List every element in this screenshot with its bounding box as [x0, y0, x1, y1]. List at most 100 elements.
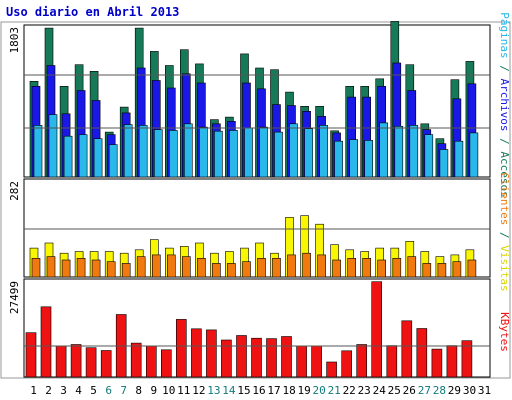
bar-kbytes-day-4 [70, 344, 82, 378]
series-label-part: / [498, 59, 511, 79]
bar-páginas-day-6 [108, 144, 118, 178]
bar-clientes-day-12 [197, 257, 206, 278]
x-tick-label-day-16: 16 [252, 384, 265, 397]
series-label-part: / [498, 225, 511, 245]
bar-kbytes-day-8 [130, 342, 142, 378]
bar-clientes-day-28 [437, 263, 447, 278]
x-tick-label-day-21: 21 [328, 384, 341, 397]
bar-clientes-day-6 [106, 261, 116, 278]
bar-páginas-day-3 [63, 135, 73, 178]
series-label-part: Archivos [498, 79, 511, 132]
bar-kbytes-day-13 [206, 329, 217, 378]
x-tick-label-day-8: 8 [135, 384, 142, 397]
bar-kbytes-day-11 [176, 319, 187, 378]
bar-clientes-day-20 [317, 254, 326, 278]
x-tick-label-day-7: 7 [120, 384, 127, 397]
series-label-part: / [498, 131, 511, 151]
bar-páginas-day-17 [274, 131, 283, 178]
bar-kbytes-day-25 [386, 345, 398, 378]
bar-páginas-day-21 [334, 140, 343, 178]
y-max-label: 27499 [8, 281, 21, 314]
bar-kbytes-day-12 [191, 328, 202, 378]
x-tick-label-day-13: 13 [207, 384, 220, 397]
bar-páginas-day-26 [409, 125, 419, 178]
bar-páginas-day-12 [199, 126, 208, 178]
bar-páginas-day-20 [319, 125, 328, 178]
series-axis-label: KBytes [498, 312, 511, 352]
x-tick-label-day-15: 15 [237, 384, 250, 397]
x-tick-label-day-29: 29 [448, 384, 461, 397]
bar-páginas-day-2 [48, 114, 58, 178]
bar-páginas-day-7 [123, 124, 133, 178]
bar-kbytes-day-17 [266, 338, 277, 378]
x-tick-label-day-1: 1 [30, 384, 37, 397]
series-label-part: KBytes [498, 312, 511, 352]
bar-clientes-day-11 [182, 256, 191, 278]
x-tick-label-day-5: 5 [90, 384, 97, 397]
bar-clientes-day-13 [212, 263, 221, 278]
bar-clientes-day-9 [152, 254, 161, 278]
x-tick-label-day-6: 6 [105, 384, 112, 397]
bar-kbytes-day-22 [341, 350, 353, 378]
x-tick-label-day-4: 4 [75, 384, 82, 397]
x-tick-label-day-30: 30 [463, 384, 476, 397]
bar-clientes-day-5 [91, 259, 101, 278]
bar-kbytes-day-29 [446, 345, 458, 378]
bar-páginas-day-24 [379, 122, 389, 178]
x-tick-label-day-26: 26 [403, 384, 416, 397]
x-tick-label-day-19: 19 [297, 384, 310, 397]
bar-kbytes-day-3 [55, 345, 67, 378]
bar-páginas-day-23 [364, 140, 374, 178]
bar-clientes-day-19 [302, 252, 311, 278]
bar-páginas-day-16 [259, 126, 268, 178]
bar-clientes-day-3 [61, 259, 71, 278]
bar-páginas-day-15 [244, 127, 253, 178]
x-tick-label-day-25: 25 [388, 384, 401, 397]
x-tick-label-day-22: 22 [343, 384, 356, 397]
bar-páginas-day-14 [229, 130, 238, 178]
bar-kbytes-day-16 [251, 337, 262, 378]
panel-middle: 282 Clientes / Visitas [8, 172, 511, 291]
bar-kbytes-day-9 [146, 345, 157, 378]
bar-kbytes-day-27 [416, 328, 428, 378]
bar-kbytes-day-15 [236, 335, 247, 378]
bar-clientes-day-2 [46, 256, 56, 278]
bar-páginas-day-13 [214, 130, 223, 178]
bar-clientes-day-7 [121, 263, 131, 278]
bar-kbytes-day-18 [281, 336, 292, 378]
x-tick-label-day-12: 12 [192, 384, 205, 397]
bar-kbytes-day-6 [100, 350, 112, 378]
bar-clientes-day-15 [242, 261, 251, 278]
y-max-label: 282 [8, 181, 21, 201]
bar-kbytes-day-26 [401, 320, 413, 378]
bar-páginas-day-19 [304, 128, 313, 178]
bar-clientes-day-24 [377, 259, 387, 278]
bar-páginas-day-25 [394, 126, 404, 178]
x-tick-label-day-24: 24 [373, 384, 387, 397]
x-tick-label-day-14: 14 [222, 384, 236, 397]
bar-páginas-day-4 [78, 134, 88, 178]
bar-páginas-day-18 [289, 123, 298, 178]
bar-kbytes-day-1 [25, 332, 37, 378]
bar-clientes-day-26 [407, 256, 417, 278]
bar-páginas-day-27 [424, 134, 434, 178]
bar-páginas-day-30 [469, 132, 479, 178]
series-label-part: Páginas [498, 12, 511, 58]
bar-páginas-day-29 [454, 140, 464, 178]
bar-kbytes-day-28 [431, 348, 443, 378]
bar-clientes-day-17 [272, 257, 281, 278]
outer-frame [0, 21, 511, 379]
bar-clientes-day-25 [392, 257, 402, 278]
bar-clientes-day-23 [362, 257, 372, 278]
bar-clientes-day-22 [347, 257, 357, 278]
bar-páginas-day-9 [154, 129, 163, 178]
bar-kbytes-day-20 [311, 345, 322, 378]
bar-kbytes-day-10 [161, 349, 172, 378]
bar-clientes-day-1 [31, 257, 41, 278]
bar-páginas-day-10 [169, 130, 178, 178]
x-tick-label-day-10: 10 [162, 384, 175, 397]
panel-bottom: 27499 KBytes [8, 278, 511, 378]
bar-kbytes-day-24 [371, 281, 383, 378]
bar-clientes-day-27 [422, 263, 432, 278]
